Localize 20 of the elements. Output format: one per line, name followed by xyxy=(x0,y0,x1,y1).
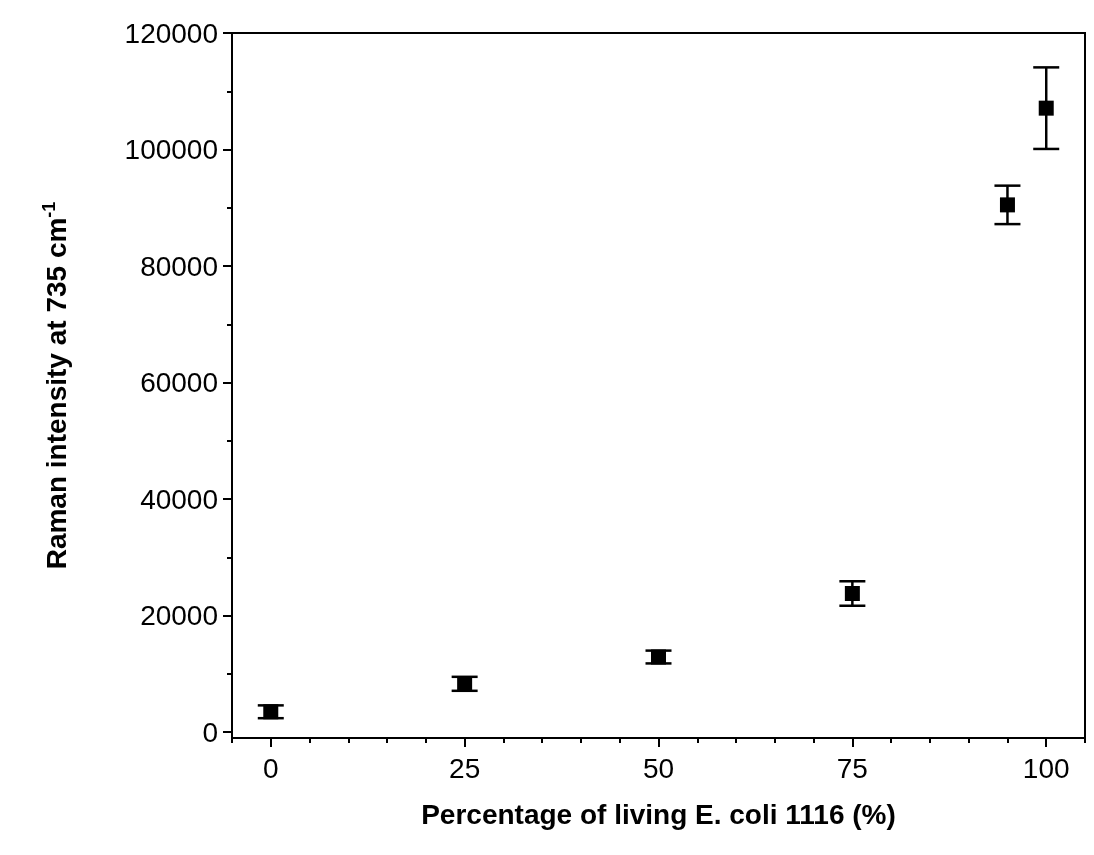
x-tick-label: 75 xyxy=(836,752,868,784)
y-tick-label: 0 xyxy=(202,716,218,748)
point xyxy=(999,197,1015,213)
y-tick-label: 20000 xyxy=(140,600,218,632)
y-tick-label: 100000 xyxy=(124,134,218,166)
y-axis-title: Raman intensity at 735 cm-1 xyxy=(39,201,72,570)
x-tick-label: 100 xyxy=(1022,752,1070,784)
point xyxy=(263,704,279,720)
y-tick-label: 120000 xyxy=(124,17,218,49)
x-tick-label: 50 xyxy=(642,752,675,784)
y-tick-label: 80000 xyxy=(140,250,218,282)
point xyxy=(651,649,666,665)
point xyxy=(457,676,473,692)
y-tick-label: 60000 xyxy=(140,367,218,399)
point xyxy=(1038,100,1054,116)
x-axis-title: Percentage of living E. coli 1116 (%) xyxy=(421,798,896,830)
point xyxy=(844,586,860,601)
x-tick-label: 25 xyxy=(449,752,481,784)
y-tick-label: 40000 xyxy=(140,483,218,515)
x-tick-label: 0 xyxy=(262,752,279,784)
